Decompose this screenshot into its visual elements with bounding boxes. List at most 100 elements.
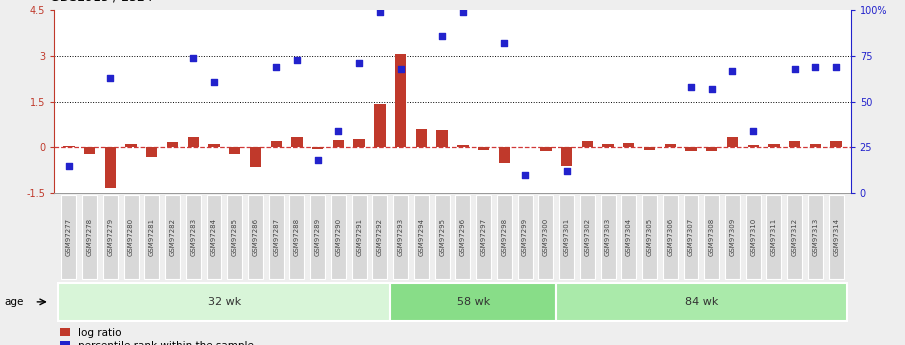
- FancyBboxPatch shape: [787, 195, 802, 279]
- FancyBboxPatch shape: [518, 195, 532, 279]
- Text: GSM97290: GSM97290: [336, 218, 341, 256]
- FancyBboxPatch shape: [767, 195, 781, 279]
- Text: GSM97313: GSM97313: [813, 218, 818, 256]
- Bar: [146, 148, 157, 157]
- FancyBboxPatch shape: [580, 195, 595, 279]
- Text: GSM97299: GSM97299: [522, 218, 529, 256]
- FancyBboxPatch shape: [725, 195, 740, 279]
- Text: GSM97289: GSM97289: [315, 218, 320, 256]
- FancyBboxPatch shape: [662, 195, 678, 279]
- Bar: [125, 145, 137, 148]
- Text: GSM97310: GSM97310: [750, 218, 757, 256]
- Bar: [582, 141, 593, 148]
- Legend: log ratio, percentile rank within the sample: log ratio, percentile rank within the sa…: [60, 328, 254, 345]
- Text: GSM97279: GSM97279: [108, 218, 113, 256]
- Text: GSM97303: GSM97303: [605, 218, 611, 256]
- Bar: [167, 142, 178, 148]
- Text: GSM97291: GSM97291: [357, 218, 362, 256]
- Bar: [395, 53, 406, 148]
- Point: [331, 128, 346, 134]
- Bar: [727, 137, 738, 148]
- Text: GSM97307: GSM97307: [688, 218, 694, 256]
- Text: GSM97294: GSM97294: [418, 218, 424, 256]
- Point: [352, 61, 367, 66]
- FancyBboxPatch shape: [557, 283, 846, 321]
- FancyBboxPatch shape: [455, 195, 471, 279]
- Bar: [457, 145, 469, 148]
- Bar: [499, 148, 510, 163]
- Point: [186, 55, 201, 61]
- FancyBboxPatch shape: [186, 195, 201, 279]
- FancyBboxPatch shape: [808, 195, 823, 279]
- Point: [206, 79, 221, 85]
- Text: GSM97295: GSM97295: [439, 218, 445, 256]
- FancyBboxPatch shape: [124, 195, 138, 279]
- Text: GSM97293: GSM97293: [397, 218, 404, 256]
- Bar: [333, 140, 344, 148]
- FancyBboxPatch shape: [497, 195, 512, 279]
- Bar: [603, 145, 614, 148]
- FancyBboxPatch shape: [310, 195, 325, 279]
- FancyBboxPatch shape: [62, 195, 76, 279]
- Text: GSM97301: GSM97301: [564, 218, 569, 256]
- FancyBboxPatch shape: [352, 195, 367, 279]
- Point: [518, 172, 532, 178]
- Point: [808, 64, 823, 70]
- Bar: [810, 145, 821, 148]
- FancyBboxPatch shape: [683, 195, 699, 279]
- Point: [684, 85, 699, 90]
- Bar: [789, 141, 800, 148]
- Text: age: age: [5, 297, 24, 307]
- Text: GSM97297: GSM97297: [481, 218, 487, 256]
- Bar: [478, 148, 490, 150]
- Bar: [250, 148, 262, 167]
- Point: [394, 66, 408, 72]
- FancyBboxPatch shape: [144, 195, 159, 279]
- FancyBboxPatch shape: [746, 195, 761, 279]
- FancyBboxPatch shape: [601, 195, 615, 279]
- Text: GSM97314: GSM97314: [834, 218, 839, 256]
- Text: GSM97286: GSM97286: [252, 218, 259, 256]
- Point: [725, 68, 739, 73]
- FancyBboxPatch shape: [393, 195, 408, 279]
- Bar: [685, 148, 697, 150]
- Point: [62, 163, 76, 169]
- FancyBboxPatch shape: [476, 195, 491, 279]
- Bar: [84, 148, 95, 154]
- Bar: [208, 144, 220, 148]
- Text: 32 wk: 32 wk: [208, 297, 241, 307]
- Text: GSM97280: GSM97280: [128, 218, 134, 256]
- Bar: [63, 146, 74, 148]
- Bar: [643, 148, 655, 150]
- Point: [290, 57, 304, 62]
- Bar: [187, 137, 199, 148]
- FancyBboxPatch shape: [206, 195, 222, 279]
- FancyBboxPatch shape: [373, 195, 387, 279]
- FancyBboxPatch shape: [390, 283, 557, 321]
- FancyBboxPatch shape: [103, 195, 118, 279]
- Bar: [312, 148, 323, 149]
- Text: GSM97292: GSM97292: [376, 218, 383, 256]
- Point: [746, 128, 760, 134]
- Point: [497, 40, 511, 46]
- Text: GSM97282: GSM97282: [169, 218, 176, 256]
- Text: GSM97311: GSM97311: [771, 218, 777, 256]
- FancyBboxPatch shape: [227, 195, 243, 279]
- Point: [310, 158, 325, 163]
- Text: GSM97302: GSM97302: [585, 218, 590, 256]
- Point: [559, 168, 574, 174]
- Text: GSM97312: GSM97312: [792, 218, 797, 256]
- FancyBboxPatch shape: [269, 195, 283, 279]
- FancyBboxPatch shape: [248, 195, 263, 279]
- Bar: [561, 148, 572, 166]
- FancyBboxPatch shape: [290, 195, 304, 279]
- Bar: [415, 129, 427, 148]
- Text: GSM97304: GSM97304: [625, 218, 632, 256]
- Text: GSM97298: GSM97298: [501, 218, 508, 256]
- FancyBboxPatch shape: [434, 195, 450, 279]
- Point: [373, 9, 387, 15]
- Point: [704, 86, 719, 92]
- Text: GSM97283: GSM97283: [190, 218, 196, 256]
- FancyBboxPatch shape: [414, 195, 429, 279]
- Text: GSM97288: GSM97288: [294, 218, 300, 256]
